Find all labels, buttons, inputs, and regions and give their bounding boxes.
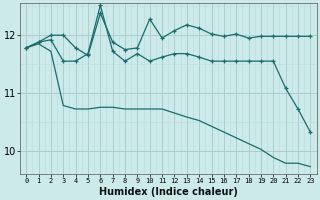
- X-axis label: Humidex (Indice chaleur): Humidex (Indice chaleur): [99, 187, 238, 197]
